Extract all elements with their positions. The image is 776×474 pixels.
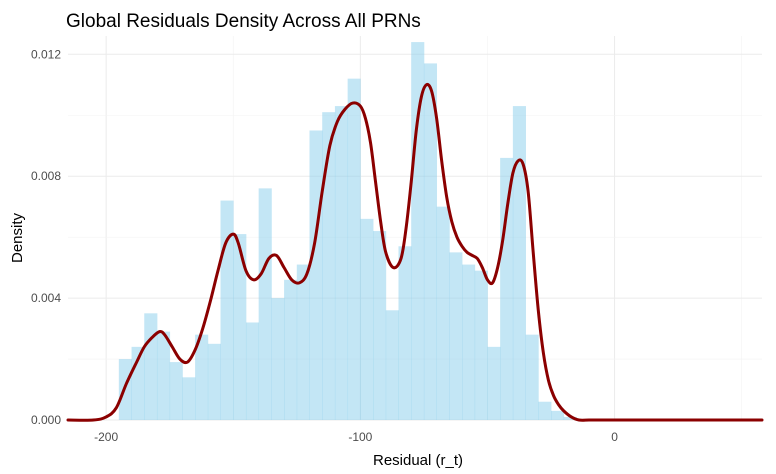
histogram-bar	[233, 234, 247, 420]
histogram-bar	[296, 264, 310, 420]
y-tick-label: 0.004	[31, 291, 61, 305]
histogram-bar	[245, 322, 260, 420]
histogram-bar	[360, 218, 374, 420]
histogram-bar	[563, 416, 577, 420]
x-axis-ticks: -200 -100 0	[94, 430, 618, 444]
y-axis-title: Density	[9, 212, 26, 263]
histogram-bar	[474, 270, 488, 420]
x-tick-label: -100	[348, 430, 372, 444]
histogram-bar	[258, 188, 272, 420]
histogram-bar	[385, 310, 399, 420]
histogram-bar	[271, 298, 285, 420]
histogram-bar	[156, 331, 171, 420]
y-tick-label: 0.012	[31, 47, 61, 61]
histogram-bar	[144, 313, 158, 420]
histogram-bar	[512, 106, 526, 420]
y-axis-ticks: 0.000 0.004 0.008 0.012	[31, 47, 61, 427]
y-tick-label: 0.000	[31, 413, 61, 427]
density-curve	[66, 83, 764, 422]
x-axis-title: Residual (r_t)	[373, 452, 463, 469]
histogram-bar	[322, 112, 336, 420]
histogram-bar	[334, 106, 349, 420]
histogram-bar	[462, 264, 476, 420]
histogram-bar	[487, 346, 501, 420]
histogram-bar	[500, 157, 514, 420]
histogram-bar	[538, 401, 552, 420]
histogram-bar	[551, 410, 565, 420]
histogram-bar	[525, 334, 539, 420]
histogram-bar	[309, 130, 323, 420]
histogram-bar	[436, 206, 450, 420]
histogram-bar	[284, 279, 298, 420]
histogram-bar	[169, 362, 183, 420]
histogram-bar	[423, 63, 438, 421]
x-tick-label: 0	[611, 430, 618, 444]
histogram-bar	[182, 377, 196, 420]
histogram-bar	[398, 246, 412, 420]
histogram-bar	[373, 231, 387, 420]
x-tick-label: -200	[94, 430, 118, 444]
histogram-bar	[220, 200, 234, 420]
histogram-bar	[207, 343, 221, 420]
histogram-bar	[449, 252, 463, 420]
histogram-bar	[195, 334, 209, 420]
chart-title: Global Residuals Density Across All PRNs	[66, 11, 421, 32]
histogram-bar	[347, 78, 361, 421]
y-tick-label: 0.008	[31, 169, 61, 183]
